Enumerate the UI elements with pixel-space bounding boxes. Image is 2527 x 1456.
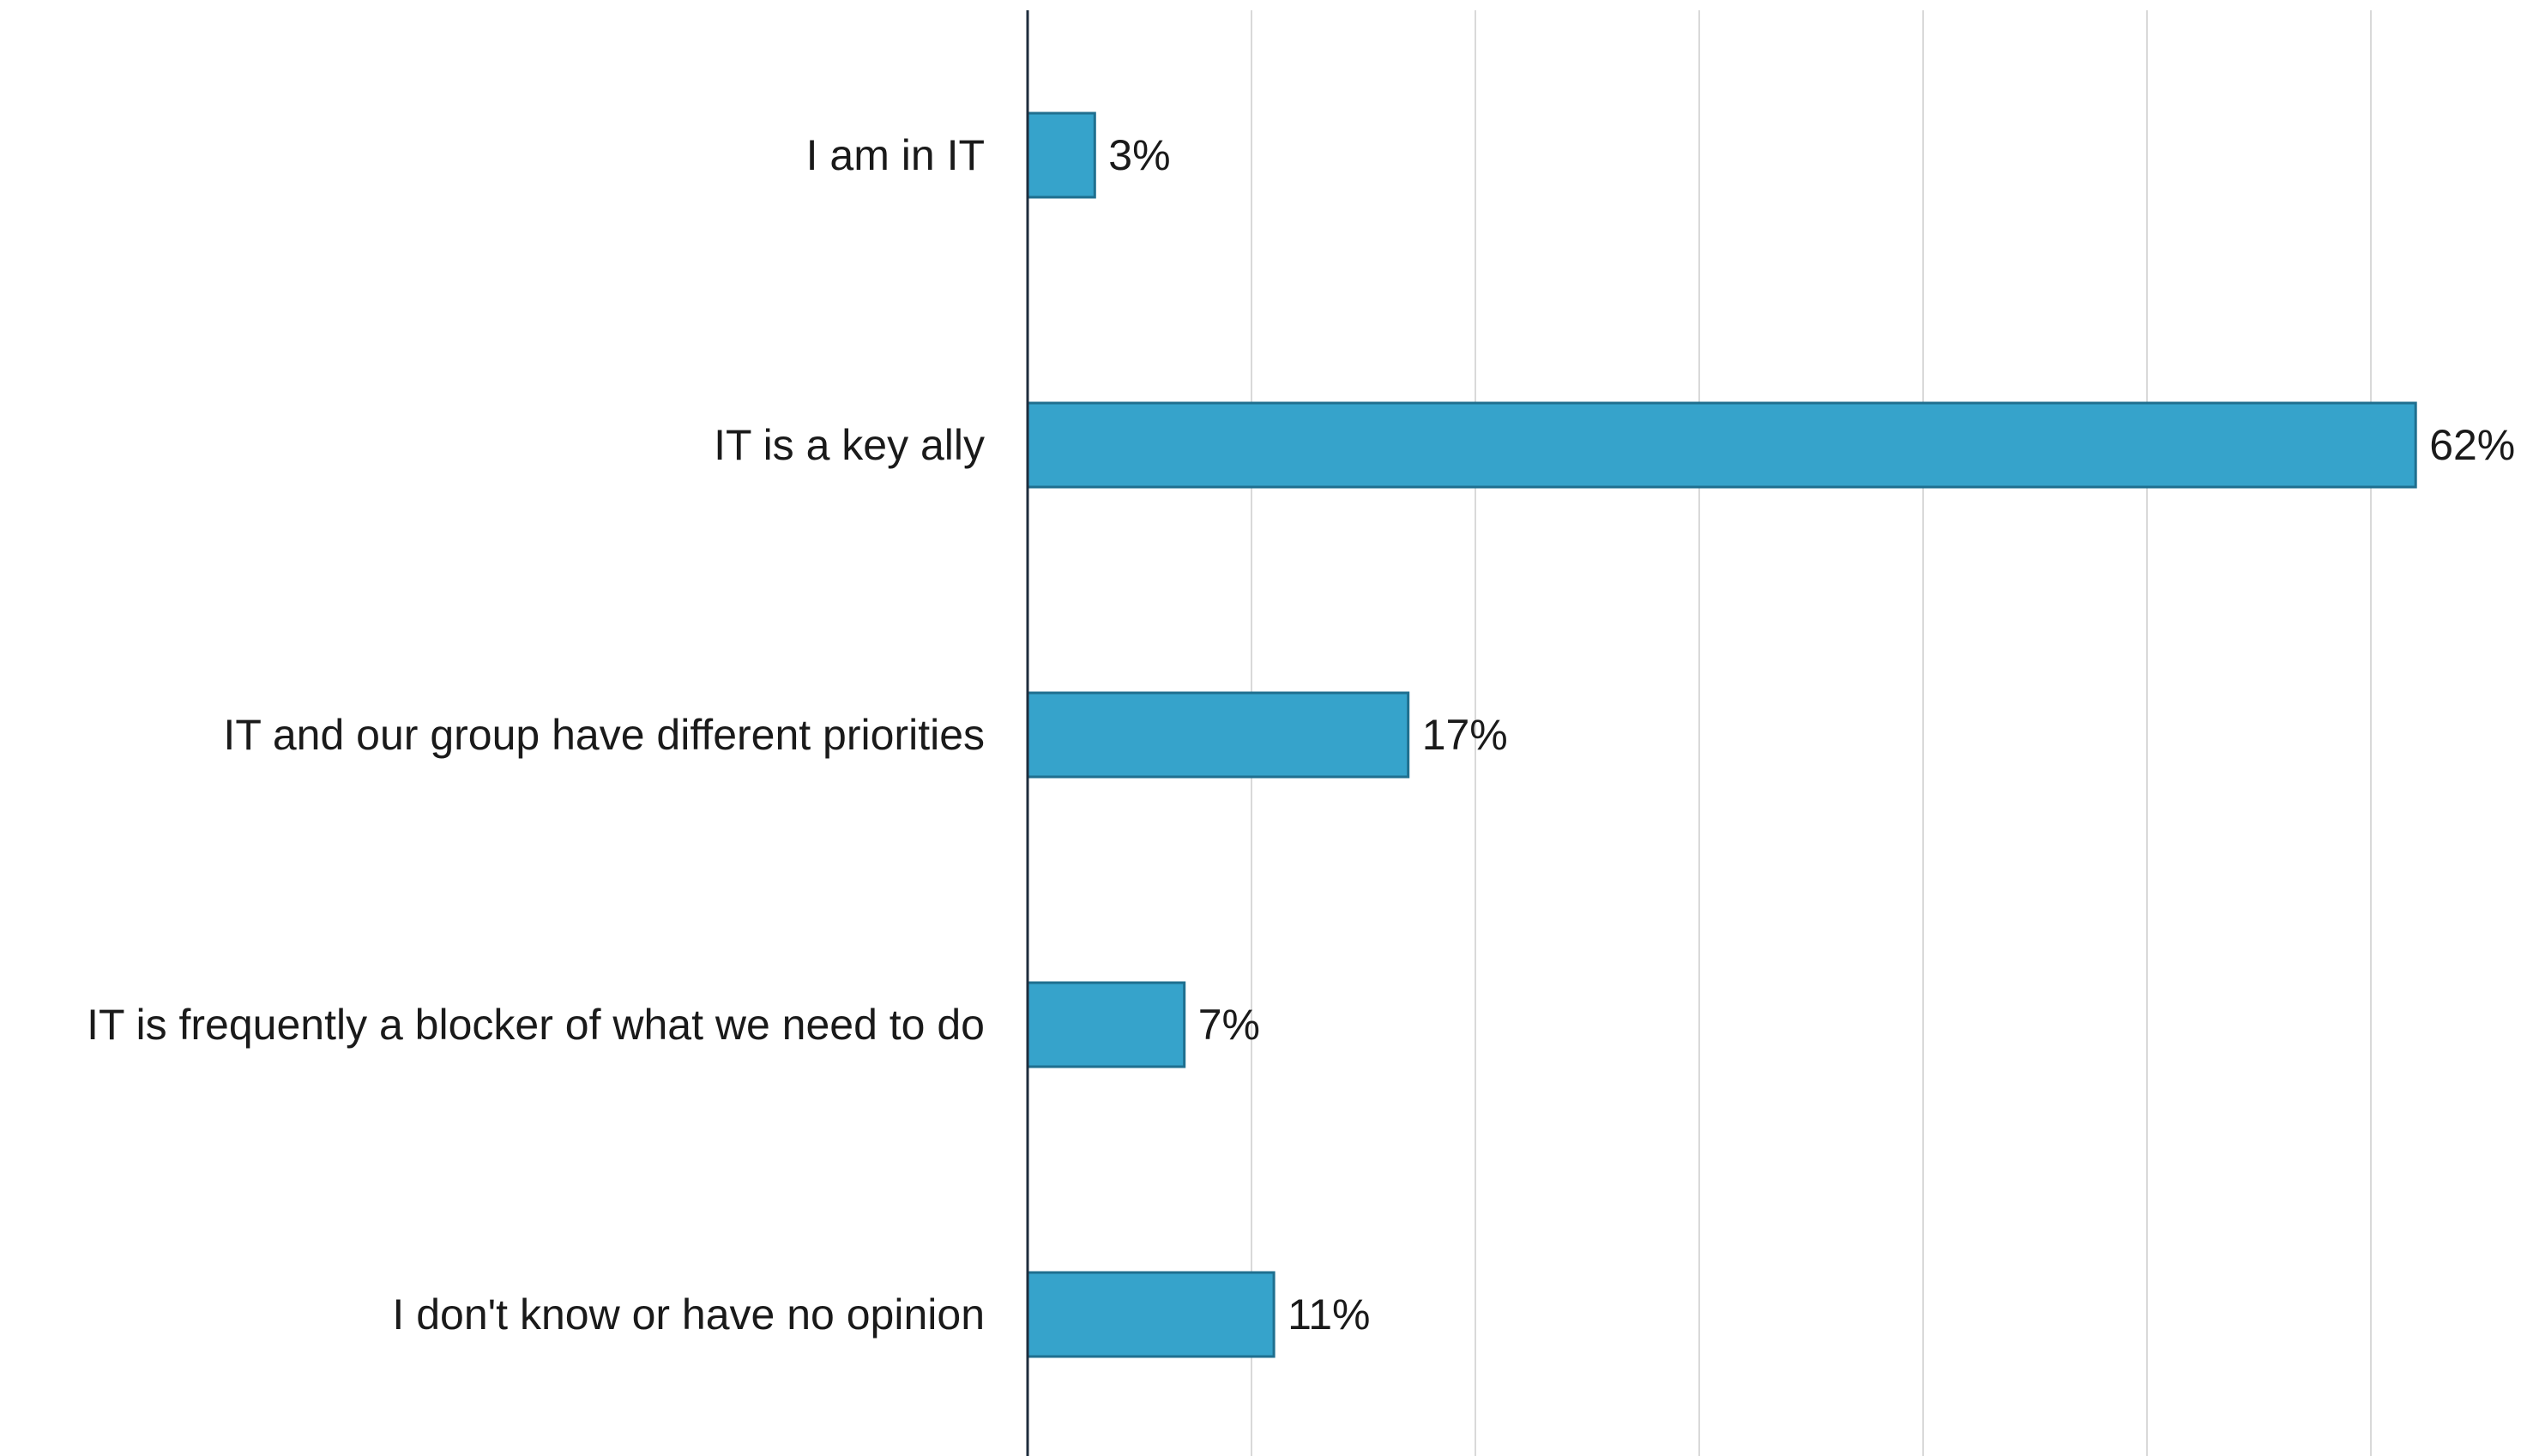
- bar: [1026, 691, 1410, 779]
- category-labels: I am in IT IT is a key ally IT and our gro…: [87, 131, 985, 1339]
- gridlines: [1251, 10, 2372, 1456]
- category-label: IT and our group have different prioriti…: [223, 711, 985, 759]
- bar: [1026, 1271, 1276, 1358]
- bar: [1026, 981, 1186, 1068]
- category-label: IT is a key ally: [714, 421, 985, 469]
- bar: [1026, 111, 1096, 199]
- category-label: I don't know or have no opinion: [392, 1291, 985, 1339]
- bar: [1026, 401, 2417, 489]
- category-label: IT is frequently a blocker of what we ne…: [87, 1001, 985, 1049]
- bars: [1026, 111, 2417, 1358]
- value-labels: 3% 62% 17% 7% 11%: [1108, 131, 2515, 1339]
- data-label: 3%: [1108, 131, 1170, 179]
- data-label: 11%: [1288, 1291, 1370, 1339]
- category-label: I am in IT: [806, 131, 985, 179]
- data-label: 7%: [1198, 1001, 1260, 1049]
- data-label: 62%: [2429, 421, 2515, 469]
- data-label: 17%: [1422, 711, 1508, 759]
